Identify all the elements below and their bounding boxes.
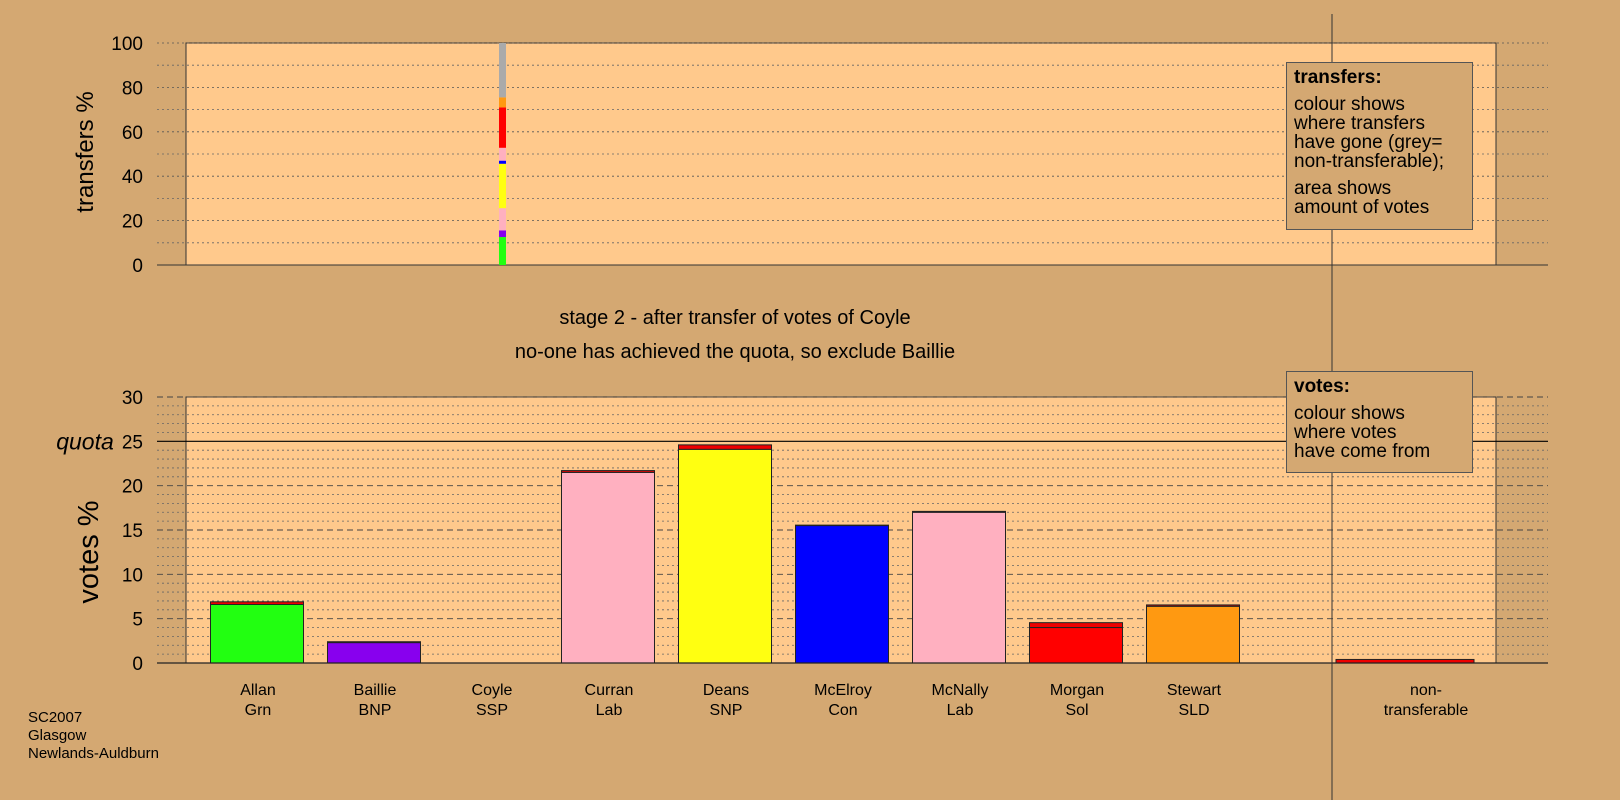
votes-bar-base (561, 471, 655, 664)
legend-line: amount of votes (1294, 197, 1430, 218)
candidate-name-label: Coyle (472, 682, 513, 699)
candidate-name-label: Allan (240, 682, 276, 699)
candidate-name-label: Morgan (1050, 682, 1104, 699)
votes-bar-transfer (912, 510, 1006, 513)
nontransferable-label: transferable (1384, 702, 1469, 719)
candidate-name-label: McNally (932, 682, 989, 699)
transfers-y-tick-label: 40 (122, 167, 143, 188)
transfers-y-tick-label: 20 (122, 212, 143, 233)
votes-legend-para1: colour shows where votes have come from (1294, 404, 1466, 461)
candidate-name-label: Stewart (1167, 682, 1222, 699)
transfers-y-tick-label: 80 (122, 78, 143, 99)
transfers-legend-title: transfers: (1294, 67, 1382, 88)
candidate-party-label: SSP (476, 702, 508, 719)
legend-line: colour shows (1294, 94, 1405, 115)
votes-bar-base (912, 511, 1006, 664)
candidate-party-label: SLD (1178, 702, 1209, 719)
stage-title: stage 2 - after transfer of votes of Coy… (559, 307, 910, 329)
votes-legend: votes: colour shows where votes have com… (1286, 371, 1473, 473)
votes-bar-base (1029, 627, 1123, 664)
votes-bar-transfer (561, 470, 655, 473)
footer-line: SC2007 (28, 709, 83, 726)
legend-line: where votes (1294, 422, 1397, 443)
transfer-segment (499, 208, 506, 231)
candidate-name-label: Curran (585, 682, 634, 699)
votes-y-tick-label: 15 (122, 521, 143, 542)
candidate-name-label: McElroy (814, 682, 872, 699)
footer-line: Newlands-Auldburn (28, 745, 159, 762)
votes-bar-base (795, 525, 889, 664)
transfer-segment (499, 160, 506, 164)
candidate-name-label: Deans (703, 682, 749, 699)
transfers-y-tick-label: 100 (111, 34, 143, 55)
votes-bar-base (1146, 605, 1240, 664)
footer-line: Glasgow (28, 727, 87, 744)
candidate-party-label: Grn (245, 702, 272, 719)
candidate-name-label: Baillie (354, 682, 397, 699)
nontransferable-label: non- (1410, 682, 1442, 699)
legend-line: where transfers (1294, 113, 1425, 134)
transfer-segment (499, 163, 506, 209)
transfers-legend: transfers: colour shows where transfers … (1286, 62, 1473, 230)
transfer-segment (499, 97, 506, 108)
legend-line: area shows (1294, 178, 1392, 199)
votes-bar-base (327, 642, 421, 664)
votes-bar-transfer (678, 444, 772, 450)
votes-bar-base (210, 603, 304, 664)
votes-bar-transfer (327, 641, 421, 644)
transfer-segment (499, 43, 506, 98)
transfers-y-tick-label: 0 (132, 256, 143, 277)
transfer-segment (499, 147, 506, 161)
votes-y-tick-label: 25 (122, 432, 143, 453)
transfers-legend-para1: colour shows where transfers have gone (… (1294, 95, 1466, 171)
candidate-party-label: SNP (710, 702, 743, 719)
transfers-y-axis-label: transfers % (72, 91, 99, 212)
votes-y-axis-label: votes % (73, 500, 105, 603)
votes-bar-base (678, 448, 772, 664)
legend-line: non-transferable); (1294, 151, 1444, 172)
candidate-party-label: Sol (1065, 702, 1088, 719)
transfer-segment (499, 237, 506, 265)
votes-legend-title: votes: (1294, 376, 1350, 397)
transfers-legend-para2: area shows amount of votes (1294, 179, 1466, 217)
candidate-party-label: Lab (947, 702, 974, 719)
candidate-party-label: Con (828, 702, 857, 719)
votes-bar-transfer (1146, 604, 1240, 607)
legend-line: have come from (1294, 441, 1431, 462)
stage-subtitle: no-one has achieved the quota, so exclud… (515, 341, 955, 363)
candidate-party-label: Lab (596, 702, 623, 719)
transfer-segment (499, 230, 506, 238)
legend-line: have gone (grey= (1294, 132, 1443, 153)
votes-y-tick-label: 30 (122, 388, 143, 409)
votes-y-tick-label: 20 (122, 477, 143, 498)
transfer-segment (499, 107, 506, 148)
quota-label: quota (56, 428, 114, 454)
votes-bar-transfer (210, 601, 304, 605)
legend-line: colour shows (1294, 403, 1405, 424)
constituency-label: SC2007 Glasgow Newlands-Auldburn (28, 709, 159, 763)
transfers-y-tick-label: 60 (122, 123, 143, 144)
candidate-party-label: BNP (359, 702, 392, 719)
votes-y-tick-label: 5 (132, 610, 143, 631)
votes-y-tick-label: 0 (132, 654, 143, 675)
votes-bar-transfer (1029, 622, 1123, 629)
votes-y-tick-label: 10 (122, 565, 143, 586)
